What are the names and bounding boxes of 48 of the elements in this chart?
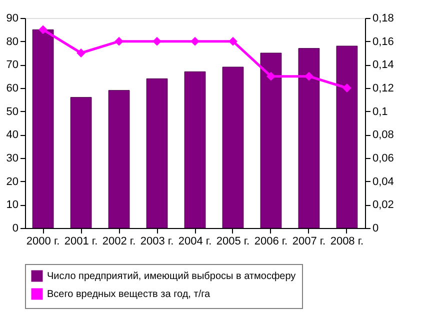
y2-tick-label: 0,06	[372, 152, 394, 164]
y-tick-label: 80	[6, 36, 18, 48]
point	[228, 36, 238, 46]
x-tick-label: 2004 г.	[178, 236, 212, 248]
x-tick-label: 2001 г.	[64, 236, 98, 248]
y-tick-label: 30	[6, 152, 18, 164]
y-tick-label: 90	[6, 12, 18, 24]
bar	[146, 78, 168, 228]
bar	[108, 90, 130, 228]
x-tick-label: 2007 г.	[292, 236, 326, 248]
y2-tick-label: 0,1	[372, 106, 388, 118]
point	[266, 72, 276, 81]
legend-label: Всего вредных веществ за год, т/га	[47, 289, 211, 300]
point	[38, 25, 48, 34]
bar	[298, 48, 320, 228]
bar	[70, 97, 92, 228]
y2-tick-label: 0	[372, 222, 379, 234]
bar	[222, 66, 244, 228]
point	[76, 48, 86, 58]
x-tick-label: 2003 г.	[140, 236, 174, 248]
y2-tick-label: 0,04	[372, 176, 394, 188]
x-tick-label: 2006 г.	[254, 236, 288, 248]
bar	[336, 46, 358, 228]
y-tick-label: 0	[12, 222, 18, 234]
y-tick-label: 20	[6, 176, 18, 188]
point	[190, 36, 200, 46]
bar	[184, 71, 206, 228]
point	[342, 84, 352, 92]
x-tick-label: 2000 г.	[26, 236, 60, 248]
x-tick-label: 2002 г.	[102, 236, 136, 248]
y2-tick-label: 0,14	[372, 59, 394, 72]
y2-tick-label: 0,16	[372, 36, 394, 48]
y-tick-label: 70	[6, 59, 18, 72]
y2-tick-label: 0,08	[372, 129, 394, 142]
bar	[260, 52, 282, 228]
y-tick-label: 60	[6, 82, 18, 94]
y2-tick-label: 0,02	[372, 199, 394, 212]
y2-tick-label: 0,18	[372, 12, 394, 24]
bar	[32, 29, 54, 228]
legend-label: Число предприятий, имеющий выбросы в атмосферу	[47, 271, 296, 282]
y2-tick-label: 0,12	[372, 82, 394, 94]
x-tick-label: 2005 г.	[216, 236, 250, 248]
y-tick-label: 50	[6, 106, 18, 118]
point	[114, 36, 124, 46]
x-tick-label: 2008 г.	[330, 236, 364, 248]
y-tick-label: 10	[6, 199, 18, 212]
point	[152, 36, 162, 46]
y-tick-label: 40	[6, 129, 18, 142]
